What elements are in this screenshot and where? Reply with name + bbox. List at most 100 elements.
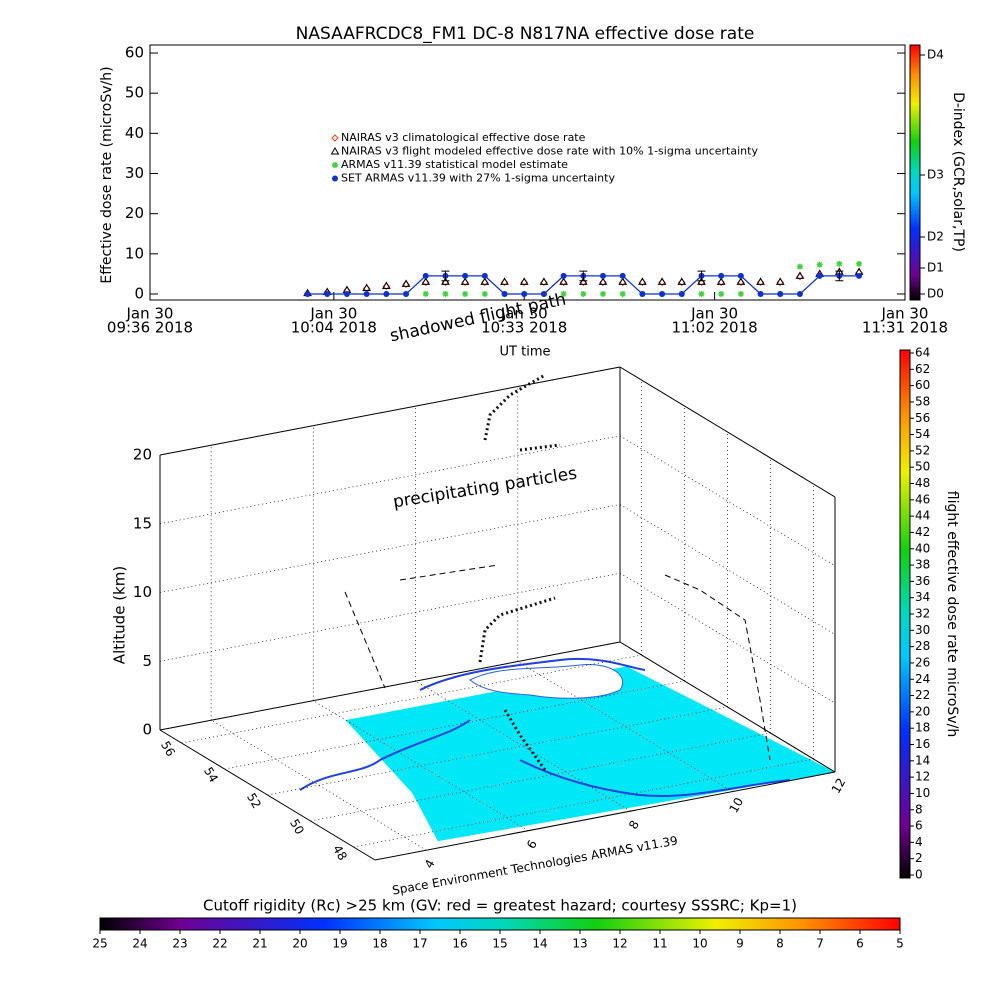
z-axis-label: Altitude (km): [111, 566, 129, 664]
x-tick-label: Jan 30: [126, 305, 174, 323]
data-point: [600, 290, 606, 297]
colorbar-tick-label: 10: [692, 937, 707, 951]
data-point: [422, 272, 429, 279]
data-point: [796, 290, 803, 297]
x-tick-label: 8: [626, 818, 642, 832]
z-tick-label: 15: [133, 514, 152, 532]
z-tick-label: 5: [142, 652, 152, 670]
legend-marker: [330, 147, 340, 155]
data-point: [481, 272, 488, 279]
data-point: [460, 277, 470, 285]
colorbar-tick-label: 30: [915, 623, 930, 637]
data-point: [856, 260, 863, 267]
plot-frame: [149, 44, 906, 301]
colorbar-tick-label: 48: [915, 476, 930, 490]
data-point: [324, 290, 331, 297]
x-tick-label: 10:33 2018: [481, 319, 567, 337]
data-point: [619, 290, 626, 297]
error-bar: [697, 270, 706, 282]
colorbar-tick-label: 32: [915, 607, 930, 621]
data-point: [500, 277, 509, 285]
colorbar-tick-label: 20: [292, 937, 307, 951]
colorbar-tick-label: 54: [915, 427, 930, 441]
data-point: [678, 290, 685, 297]
data-point: [737, 290, 744, 297]
legend-entry: SET ARMAS v11.39 with 27% 1-sigma uncert…: [341, 172, 615, 185]
ground-map: [345, 666, 835, 842]
x-tick-label: 12: [829, 776, 849, 796]
x-tick-label: 10: [726, 795, 746, 815]
data-point: [716, 277, 726, 285]
y-axis-label: Effective dose rate (microSv/h): [99, 66, 115, 283]
y-tick-label: 48: [330, 843, 350, 863]
legend-marker: [332, 175, 338, 182]
colorbar-label: D-index (GCR,solar,TP): [950, 92, 966, 252]
colorbar-tick-label: 50: [915, 460, 930, 474]
legend-entry: NAIRAS v3 flight modeled effective dose …: [341, 145, 758, 158]
colorbar-tick-label: 14: [532, 937, 547, 951]
data-point: [659, 290, 666, 297]
coastline: [299, 657, 791, 797]
colorbar-tick-label: 10: [915, 786, 930, 800]
data-point: [501, 290, 508, 297]
colorbar-tick-label: 6: [856, 937, 864, 951]
colorbar-tick-label: 58: [915, 394, 930, 408]
colorbar-tick-label: 25: [92, 937, 107, 951]
colorbar-tick-label: D4: [927, 48, 944, 62]
data-point: [362, 283, 372, 291]
colorbar-tick-label: 0: [915, 868, 923, 882]
x-tick-label: 11:31 2018: [862, 319, 948, 337]
colorbar-tick-label: 44: [915, 509, 930, 523]
data-point: [442, 290, 449, 297]
data-point: [836, 260, 843, 267]
colorbar-tick-label: D0: [927, 287, 944, 301]
z-tick-label: 20: [133, 446, 152, 464]
axis-line: [159, 641, 621, 731]
colorbar-tick-label: 17: [412, 937, 427, 951]
data-point: [383, 290, 390, 297]
data-point: [401, 279, 411, 287]
axis-line: [374, 771, 836, 861]
y-tick-label: 50: [125, 84, 144, 102]
colorbar-tick-label: 56: [915, 411, 930, 425]
x-axis-label: UT time: [500, 345, 551, 360]
colorbar-tick-label: 36: [915, 574, 930, 588]
d-index-colorbar: [909, 44, 921, 301]
data-point: [718, 290, 725, 297]
colorbar-tick-label: 23: [172, 937, 187, 951]
colorbar-tick-label: 7: [816, 937, 824, 951]
grid-line: [159, 504, 621, 593]
colorbar-tick-label: 34: [915, 590, 930, 604]
data-point: [421, 277, 431, 285]
colorbar-tick-label: 16: [452, 937, 467, 951]
colorbar-tick-label: D2: [927, 230, 944, 244]
colorbar-tick-label: 64: [915, 346, 930, 360]
data-point: [422, 290, 429, 297]
data-point: [519, 277, 529, 285]
data-point: [796, 263, 803, 270]
data-point: [618, 277, 628, 285]
y-tick-label: 54: [201, 765, 221, 785]
x-tick-label: Jan 30: [881, 305, 929, 323]
z-tick-label: 0: [142, 721, 152, 739]
axis-line: [619, 366, 836, 498]
data-point: [657, 277, 667, 285]
data-point: [736, 277, 746, 285]
colorbar-tick-label: 5: [896, 937, 904, 951]
colorbar-label: flight effective dose rate microSv/h: [944, 491, 960, 737]
colorbar-tick-label: 40: [915, 541, 930, 555]
data-point: [343, 290, 350, 297]
data-point: [677, 277, 687, 285]
colorbar-tick-label: 26: [915, 655, 930, 669]
x-tick-label: Jan 30: [690, 305, 738, 323]
data-point: [441, 277, 450, 285]
y-tick-label: 52: [244, 791, 264, 811]
colorbar-tick-label: 8: [776, 937, 784, 951]
data-point: [638, 277, 647, 285]
error-bar: [579, 270, 588, 282]
plot-3d: 0 5 10 15 20 4 6 8 10 12 48 50 52 54 56: [133, 366, 849, 871]
x-tick-label: Jan 30: [500, 305, 548, 323]
error-bar: [835, 270, 844, 282]
colorbar-tick-label: 22: [212, 937, 227, 951]
